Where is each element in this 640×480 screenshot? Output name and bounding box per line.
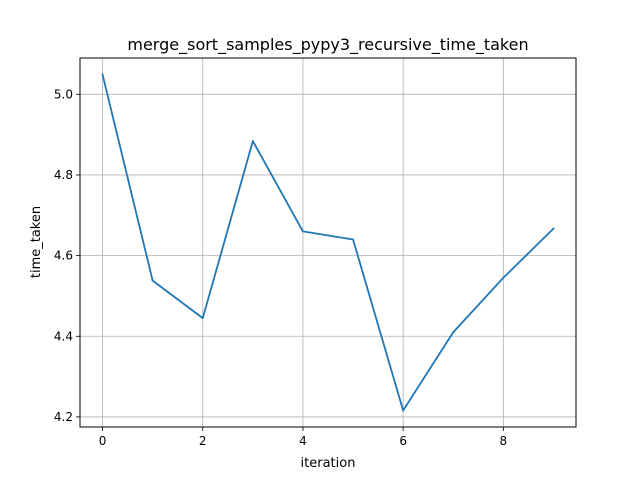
x-tick-label: 4 (299, 434, 307, 448)
x-tick-label: 0 (99, 434, 107, 448)
y-axis-ticks: 4.2 4.4 4.6 4.8 5.0 (54, 87, 80, 424)
data-point (251, 140, 254, 142)
y-tick-label: 4.4 (54, 329, 73, 343)
data-point (552, 227, 555, 230)
data-point (402, 409, 405, 412)
y-tick-label: 5.0 (54, 87, 73, 101)
grid (80, 58, 576, 427)
series-group (101, 73, 555, 412)
y-tick-label: 4.8 (54, 168, 73, 182)
data-point (302, 230, 304, 233)
x-tick-label: 8 (500, 434, 508, 448)
x-tick-label: 2 (199, 434, 207, 448)
data-point (201, 317, 204, 320)
data-point (151, 279, 154, 282)
series-line (101, 73, 555, 412)
y-tick-label: 4.2 (54, 410, 73, 424)
data-point (452, 331, 455, 334)
plot-frame (79, 57, 577, 428)
y-tick-label: 4.6 (54, 249, 73, 263)
data-point (352, 238, 354, 241)
x-tick-label: 6 (399, 434, 407, 448)
chart-title: merge_sort_samples_pypy3_recursive_time_… (127, 35, 528, 55)
x-axis-label: iteration (301, 456, 356, 471)
y-axis-label: time_taken (29, 206, 44, 278)
data-point (502, 276, 505, 279)
x-axis-ticks: 0 2 4 6 8 (99, 427, 507, 448)
data-point (101, 73, 104, 76)
